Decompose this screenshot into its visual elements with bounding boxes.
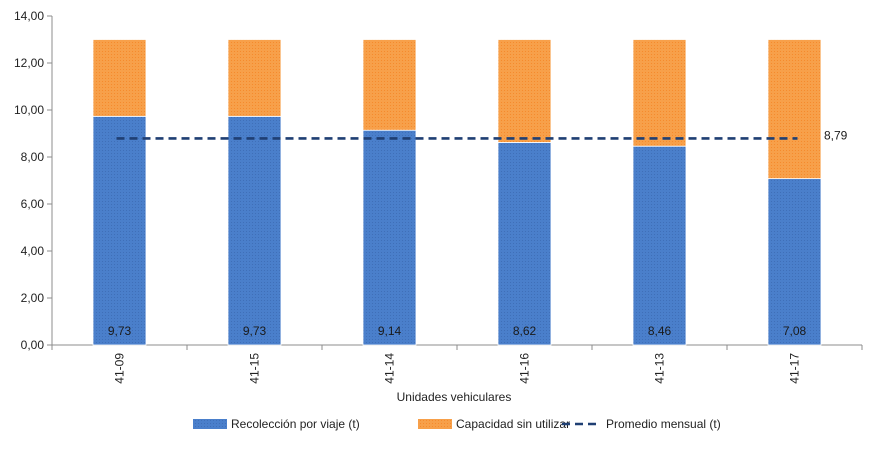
y-axis: 0,00 2,00 4,00 6,00 8,00 10,00 12,00 14,00 — [14, 9, 53, 352]
x-tick-label: 41-15 — [248, 353, 262, 384]
x-tick-label: 41-09 — [113, 353, 127, 384]
legend-promedio: Promedio mensual (t) — [562, 417, 721, 431]
y-tick-label: 8,00 — [21, 150, 45, 164]
x-axis-title: Unidades vehiculares — [397, 390, 512, 404]
bar-data-label: 7,08 — [783, 324, 807, 338]
bar-capacidad — [362, 39, 417, 131]
legend-label: Capacidad sin utilizar — [456, 417, 570, 431]
bar-capacidad — [227, 39, 282, 117]
y-tick-label: 2,00 — [21, 291, 45, 305]
bar-capacidad — [92, 39, 147, 117]
average-layer: 8,79 — [116, 128, 848, 142]
bar-data-label: 8,62 — [513, 324, 537, 338]
average-label: 8,79 — [824, 128, 848, 142]
legend-recoleccion: Recolección por viaje (t) — [193, 417, 360, 431]
legend-label: Recolección por viaje (t) — [231, 417, 360, 431]
bar-recoleccion — [632, 145, 687, 346]
bar-capacidad — [632, 39, 687, 147]
legend-swatch — [418, 419, 452, 429]
x-tick-label: 41-17 — [788, 353, 802, 384]
x-axis: 41-09 41-15 41-14 41-16 41-13 41-17 — [51, 344, 863, 384]
x-tick-label: 41-14 — [383, 353, 397, 384]
legend: Recolección por viaje (t) Capacidad sin u… — [193, 417, 721, 431]
bar-recoleccion — [92, 115, 147, 346]
y-tick-label: 0,00 — [21, 338, 45, 352]
y-tick-label: 10,00 — [14, 103, 44, 117]
y-tick-label: 14,00 — [14, 9, 44, 23]
y-tick-label: 6,00 — [21, 197, 45, 211]
bar-capacidad — [497, 39, 552, 143]
x-tick-label: 41-13 — [653, 353, 667, 384]
legend-capacidad: Capacidad sin utilizar — [418, 417, 570, 431]
legend-swatch — [193, 419, 227, 429]
x-tick-label: 41-16 — [518, 353, 532, 384]
bar-data-label: 9,73 — [108, 324, 132, 338]
bar-data-label: 9,73 — [243, 324, 267, 338]
bar-capacidad — [767, 39, 822, 180]
bar-recoleccion — [227, 115, 282, 346]
bar-recoleccion — [767, 178, 822, 346]
legend-label: Promedio mensual (t) — [606, 417, 721, 431]
y-tick-label: 12,00 — [14, 56, 44, 70]
bar-data-label: 8,46 — [648, 324, 672, 338]
y-tick-label: 4,00 — [21, 244, 45, 258]
bar-data-label: 9,14 — [378, 324, 402, 338]
bars-layer: 9,73 9,73 9,14 8,62 8,46 7,08 — [92, 39, 822, 346]
bar-recoleccion — [497, 142, 552, 346]
bar-recoleccion — [362, 129, 417, 346]
